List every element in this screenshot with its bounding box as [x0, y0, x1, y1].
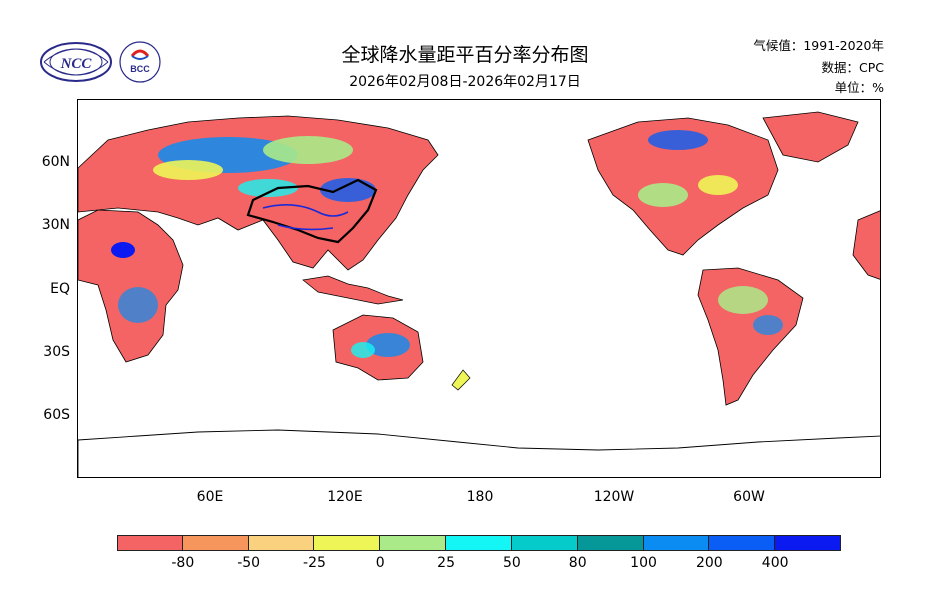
lat-label-30n: 30N [41, 217, 70, 233]
landmass-new-zealand [451, 369, 471, 391]
china-border [246, 178, 378, 244]
bcc-logo: BCC [119, 41, 161, 83]
colorbar-tick-label: -80 [171, 555, 195, 571]
ncc-logo: NCC [40, 42, 112, 82]
landmass-sea-islands [302, 275, 404, 305]
unit-label: 单位：% [834, 80, 884, 95]
colorbar-tick-label: 0 [375, 555, 385, 571]
colorbar-segment [577, 535, 644, 551]
landmass-antarctica [78, 429, 880, 477]
colorbar-segment [380, 535, 447, 551]
lon-label-120w: 120W [593, 489, 635, 505]
wet-anomaly-australia [351, 333, 410, 358]
landmass-greenland [762, 111, 859, 163]
colorbar-segment [117, 535, 183, 551]
colorbar-segment [314, 535, 381, 551]
colorbar-segment [182, 535, 249, 551]
colorbar-segment [709, 535, 776, 551]
landmass-west-africa-edge [852, 210, 880, 280]
lon-label-120e: 120E [327, 489, 363, 505]
lat-label-60n: 60N [41, 154, 70, 170]
precipitation-map [77, 99, 881, 478]
ncc-logo-text: NCC [60, 56, 93, 72]
lon-label-60w: 60W [733, 489, 765, 505]
colorbar-segment [446, 535, 512, 551]
lat-label-eq: EQ [50, 281, 70, 297]
colorbar-tick-label: 25 [437, 555, 455, 571]
colorbar-segment [511, 535, 578, 551]
lon-label-180: 180 [466, 489, 494, 505]
wet-anomaly-eurasia [111, 136, 376, 323]
colorbar-segment [775, 535, 841, 551]
colorbar-tick-label: 400 [761, 555, 789, 571]
colorbar-tick-label: -50 [237, 555, 261, 571]
colorbar-tick-label: 50 [502, 555, 521, 571]
landmass-north-america [587, 117, 779, 256]
lat-label-60s: 60S [43, 407, 70, 423]
lon-label-60e: 60E [196, 489, 224, 505]
colorbar-tick-label: 200 [695, 555, 723, 571]
colorbar-segment [248, 535, 315, 551]
wet-anomaly-south-america [718, 286, 783, 335]
data-source: 数据：CPC [821, 60, 885, 75]
rivers [262, 204, 349, 231]
lat-label-30s: 30S [43, 344, 70, 360]
map-title: 全球降水量距平百分率分布图 [341, 44, 589, 66]
bcc-logo-text: BCC [130, 64, 150, 74]
colorbar-tick-label: -25 [303, 555, 326, 571]
colorbar-tick-label: 80 [568, 555, 587, 571]
map-canvas [78, 111, 880, 477]
colorbar-segment [643, 535, 710, 551]
map-date-range: 2026年02月08日-2026年02月17日 [349, 74, 581, 90]
colorbar [117, 535, 841, 551]
colorbar-tick-label: 100 [630, 555, 657, 571]
wet-anomaly-north-america [638, 130, 738, 207]
landmass-africa [78, 209, 184, 363]
climate-period: 气候值：1991-2020年 [753, 38, 884, 53]
